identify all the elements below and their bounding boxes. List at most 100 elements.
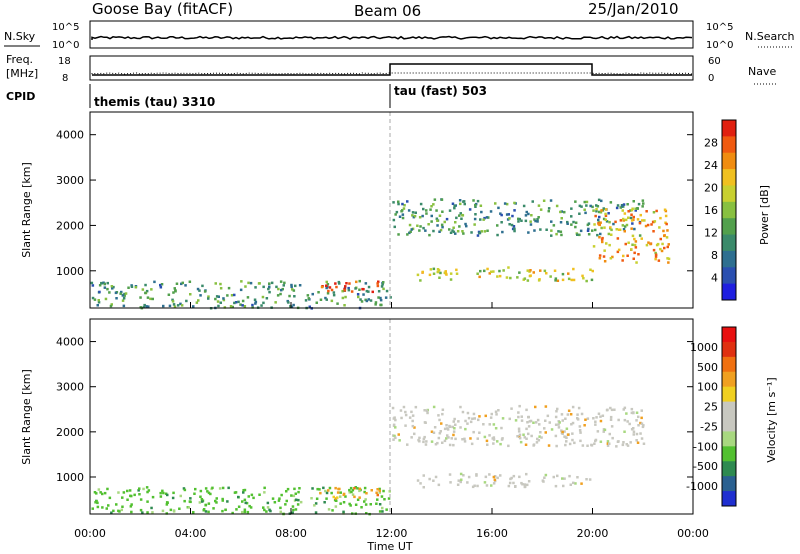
echo-cell bbox=[404, 413, 408, 417]
echo-cell bbox=[585, 478, 588, 481]
echo-cell bbox=[598, 215, 601, 219]
echo-cell bbox=[102, 281, 105, 284]
echo-cell bbox=[219, 301, 222, 304]
echo-cell bbox=[382, 287, 385, 291]
echo-cell bbox=[640, 437, 644, 440]
echo-cell bbox=[241, 510, 244, 514]
echo-cell bbox=[273, 501, 277, 504]
echo-cell bbox=[330, 288, 334, 292]
echo-cell bbox=[242, 489, 245, 492]
nsky-trace bbox=[91, 35, 693, 40]
echo-cell bbox=[559, 210, 562, 214]
echo-cell bbox=[585, 204, 588, 207]
echo-cell bbox=[193, 492, 196, 495]
echo-cell bbox=[625, 412, 628, 415]
echo-cell bbox=[522, 204, 526, 208]
x-tick-label: 12:00 bbox=[376, 527, 408, 540]
echo-cell bbox=[241, 304, 244, 307]
echo-cell bbox=[665, 236, 669, 239]
echo-cell bbox=[353, 487, 356, 490]
echo-cell bbox=[637, 202, 641, 206]
echo-cell bbox=[129, 494, 132, 498]
echo-cell bbox=[265, 510, 268, 513]
echo-cell bbox=[489, 210, 493, 213]
echo-cell bbox=[602, 255, 606, 258]
velocity-ylabel: Slant Range [km] bbox=[20, 369, 33, 465]
echo-cell bbox=[576, 418, 580, 421]
echo-cell bbox=[159, 286, 163, 289]
echo-cell bbox=[347, 288, 351, 292]
echo-cell bbox=[520, 415, 523, 418]
echo-cell bbox=[461, 438, 464, 441]
echo-cell bbox=[614, 220, 617, 224]
echo-cell bbox=[645, 210, 648, 213]
echo-cell bbox=[317, 291, 320, 294]
echo-cell bbox=[542, 199, 546, 202]
echo-cell bbox=[666, 229, 669, 232]
echo-cell bbox=[406, 200, 409, 203]
echo-cell bbox=[406, 443, 409, 446]
echo-cell bbox=[553, 269, 557, 272]
y-tick-label: 4000 bbox=[56, 336, 84, 349]
echo-cell bbox=[654, 253, 658, 256]
echo-cell bbox=[246, 296, 250, 299]
echo-cell bbox=[601, 209, 605, 212]
echo-cell bbox=[496, 440, 499, 443]
echo-cell bbox=[576, 476, 579, 479]
echo-cell bbox=[325, 280, 328, 284]
echo-cell bbox=[103, 282, 106, 286]
nave-label: Nave bbox=[748, 65, 776, 78]
echo-cell bbox=[508, 417, 511, 421]
echo-cell bbox=[527, 425, 531, 428]
echo-cell bbox=[342, 501, 346, 504]
echo-cell bbox=[419, 482, 422, 485]
echo-cell bbox=[377, 290, 381, 293]
echo-cell bbox=[459, 480, 462, 484]
echo-cell bbox=[326, 283, 330, 286]
echo-cell bbox=[349, 486, 353, 490]
echo-cell bbox=[462, 474, 465, 477]
echo-cell bbox=[327, 508, 331, 511]
echo-cell bbox=[630, 411, 634, 415]
freq-tick-bottom: 8 bbox=[62, 73, 68, 84]
echo-cell bbox=[400, 416, 403, 420]
echo-cell bbox=[353, 495, 356, 499]
echo-cell bbox=[380, 495, 384, 498]
echo-cell bbox=[330, 491, 333, 495]
echo-cell bbox=[516, 435, 519, 438]
echo-cell bbox=[478, 231, 482, 235]
echo-cell bbox=[146, 490, 149, 494]
echo-cell bbox=[348, 502, 351, 506]
echo-cell bbox=[426, 411, 429, 415]
echo-cell bbox=[327, 289, 330, 293]
echo-cell bbox=[110, 511, 113, 514]
echo-cell bbox=[446, 427, 449, 430]
echo-cell bbox=[461, 213, 464, 217]
echo-cell bbox=[249, 506, 253, 509]
echo-cell bbox=[623, 212, 627, 215]
echo-cell bbox=[539, 208, 543, 211]
colorbar-segment bbox=[722, 152, 736, 170]
echo-cell bbox=[606, 444, 610, 447]
echo-cell bbox=[406, 233, 409, 236]
colorbar-segment bbox=[722, 446, 736, 462]
echo-cell bbox=[449, 272, 453, 275]
echo-cell bbox=[591, 269, 594, 273]
echo-cell bbox=[590, 278, 594, 282]
echo-cell bbox=[266, 501, 270, 505]
echo-cell bbox=[529, 220, 532, 223]
echo-cell bbox=[325, 298, 328, 301]
echo-cell bbox=[492, 475, 496, 479]
echo-cell bbox=[263, 491, 266, 494]
echo-cell bbox=[439, 228, 443, 232]
echo-cell bbox=[664, 209, 668, 213]
echo-cell bbox=[568, 442, 572, 446]
echo-cell bbox=[438, 276, 441, 279]
echo-cell bbox=[456, 230, 460, 233]
echo-cell bbox=[96, 505, 100, 509]
echo-cell bbox=[425, 409, 429, 412]
echo-cell bbox=[545, 272, 548, 275]
echo-cell bbox=[549, 199, 553, 202]
x-axis-label: Time UT bbox=[366, 540, 412, 553]
echo-cell bbox=[195, 301, 199, 304]
